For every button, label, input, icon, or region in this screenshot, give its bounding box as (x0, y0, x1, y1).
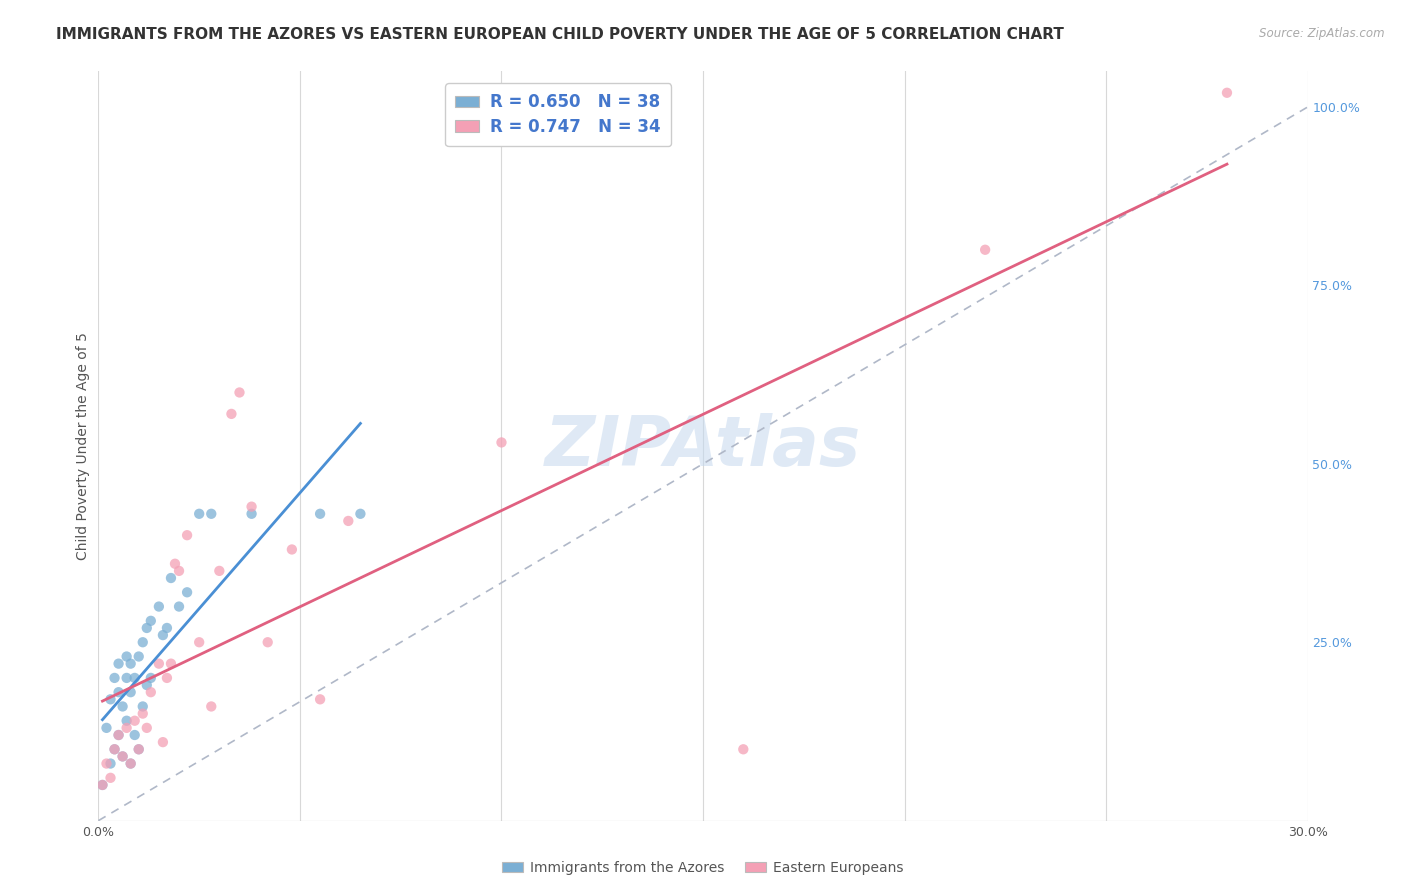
Point (115, 649, 138, 664)
Point (135, 621, 157, 635)
Legend: R = 0.650   N = 38, R = 0.747   N = 34: R = 0.650 N = 38, R = 0.747 N = 34 (446, 84, 671, 146)
Point (135, 721, 157, 735)
Point (124, 671, 146, 685)
Point (167, 599, 190, 614)
Point (111, 749, 134, 764)
Point (124, 728, 146, 742)
Point (107, 728, 129, 742)
Point (132, 699, 155, 714)
Point (107, 728, 129, 742)
Legend: Immigrants from the Azores, Eastern Europeans: Immigrants from the Azores, Eastern Euro… (496, 855, 910, 880)
Point (160, 657, 183, 671)
Point (100, 771, 122, 785)
Point (349, 507, 371, 521)
Point (491, 435, 513, 450)
Point (281, 542, 304, 557)
Point (96, 756, 118, 771)
Point (156, 671, 179, 685)
Point (103, 742, 125, 756)
Point (148, 599, 170, 614)
Point (128, 742, 150, 756)
Point (120, 756, 142, 771)
Point (337, 514, 360, 528)
Point (91, 778, 114, 792)
Point (139, 671, 162, 685)
Point (176, 528, 198, 542)
Point (188, 507, 211, 521)
Point (103, 671, 125, 685)
Point (176, 585, 198, 599)
Point (1216, 86, 1239, 100)
Point (309, 692, 332, 706)
Point (139, 614, 162, 628)
Point (135, 678, 157, 692)
Point (240, 507, 263, 521)
Point (115, 714, 138, 728)
Point (115, 671, 138, 685)
Point (103, 742, 125, 756)
Point (200, 507, 222, 521)
Point (309, 507, 332, 521)
Point (163, 557, 186, 571)
Point (128, 742, 150, 756)
Point (974, 243, 997, 257)
Point (120, 685, 142, 699)
Point (128, 649, 150, 664)
Text: Source: ZipAtlas.com: Source: ZipAtlas.com (1260, 27, 1385, 40)
Point (100, 756, 122, 771)
Point (120, 657, 142, 671)
Y-axis label: Child Poverty Under the Age of 5: Child Poverty Under the Age of 5 (76, 332, 90, 560)
Point (120, 756, 142, 771)
Point (152, 735, 174, 749)
Point (240, 500, 263, 514)
Point (115, 721, 138, 735)
Point (124, 714, 146, 728)
Point (148, 657, 170, 671)
Point (167, 564, 190, 578)
Point (188, 635, 211, 649)
Point (139, 685, 162, 699)
Point (111, 699, 134, 714)
Point (228, 385, 250, 400)
Point (221, 407, 243, 421)
Point (100, 692, 122, 706)
Point (107, 685, 129, 699)
Point (208, 564, 231, 578)
Point (200, 699, 222, 714)
Text: ZIPAtlas: ZIPAtlas (546, 412, 860, 480)
Point (152, 628, 174, 642)
Point (96, 721, 118, 735)
Point (132, 635, 155, 649)
Point (132, 706, 155, 721)
Point (111, 749, 134, 764)
Point (160, 571, 183, 585)
Point (156, 621, 179, 635)
Text: IMMIGRANTS FROM THE AZORES VS EASTERN EUROPEAN CHILD POVERTY UNDER THE AGE OF 5 : IMMIGRANTS FROM THE AZORES VS EASTERN EU… (56, 27, 1064, 42)
Point (256, 635, 278, 649)
Point (91, 778, 114, 792)
Point (107, 657, 129, 671)
Point (733, 742, 755, 756)
